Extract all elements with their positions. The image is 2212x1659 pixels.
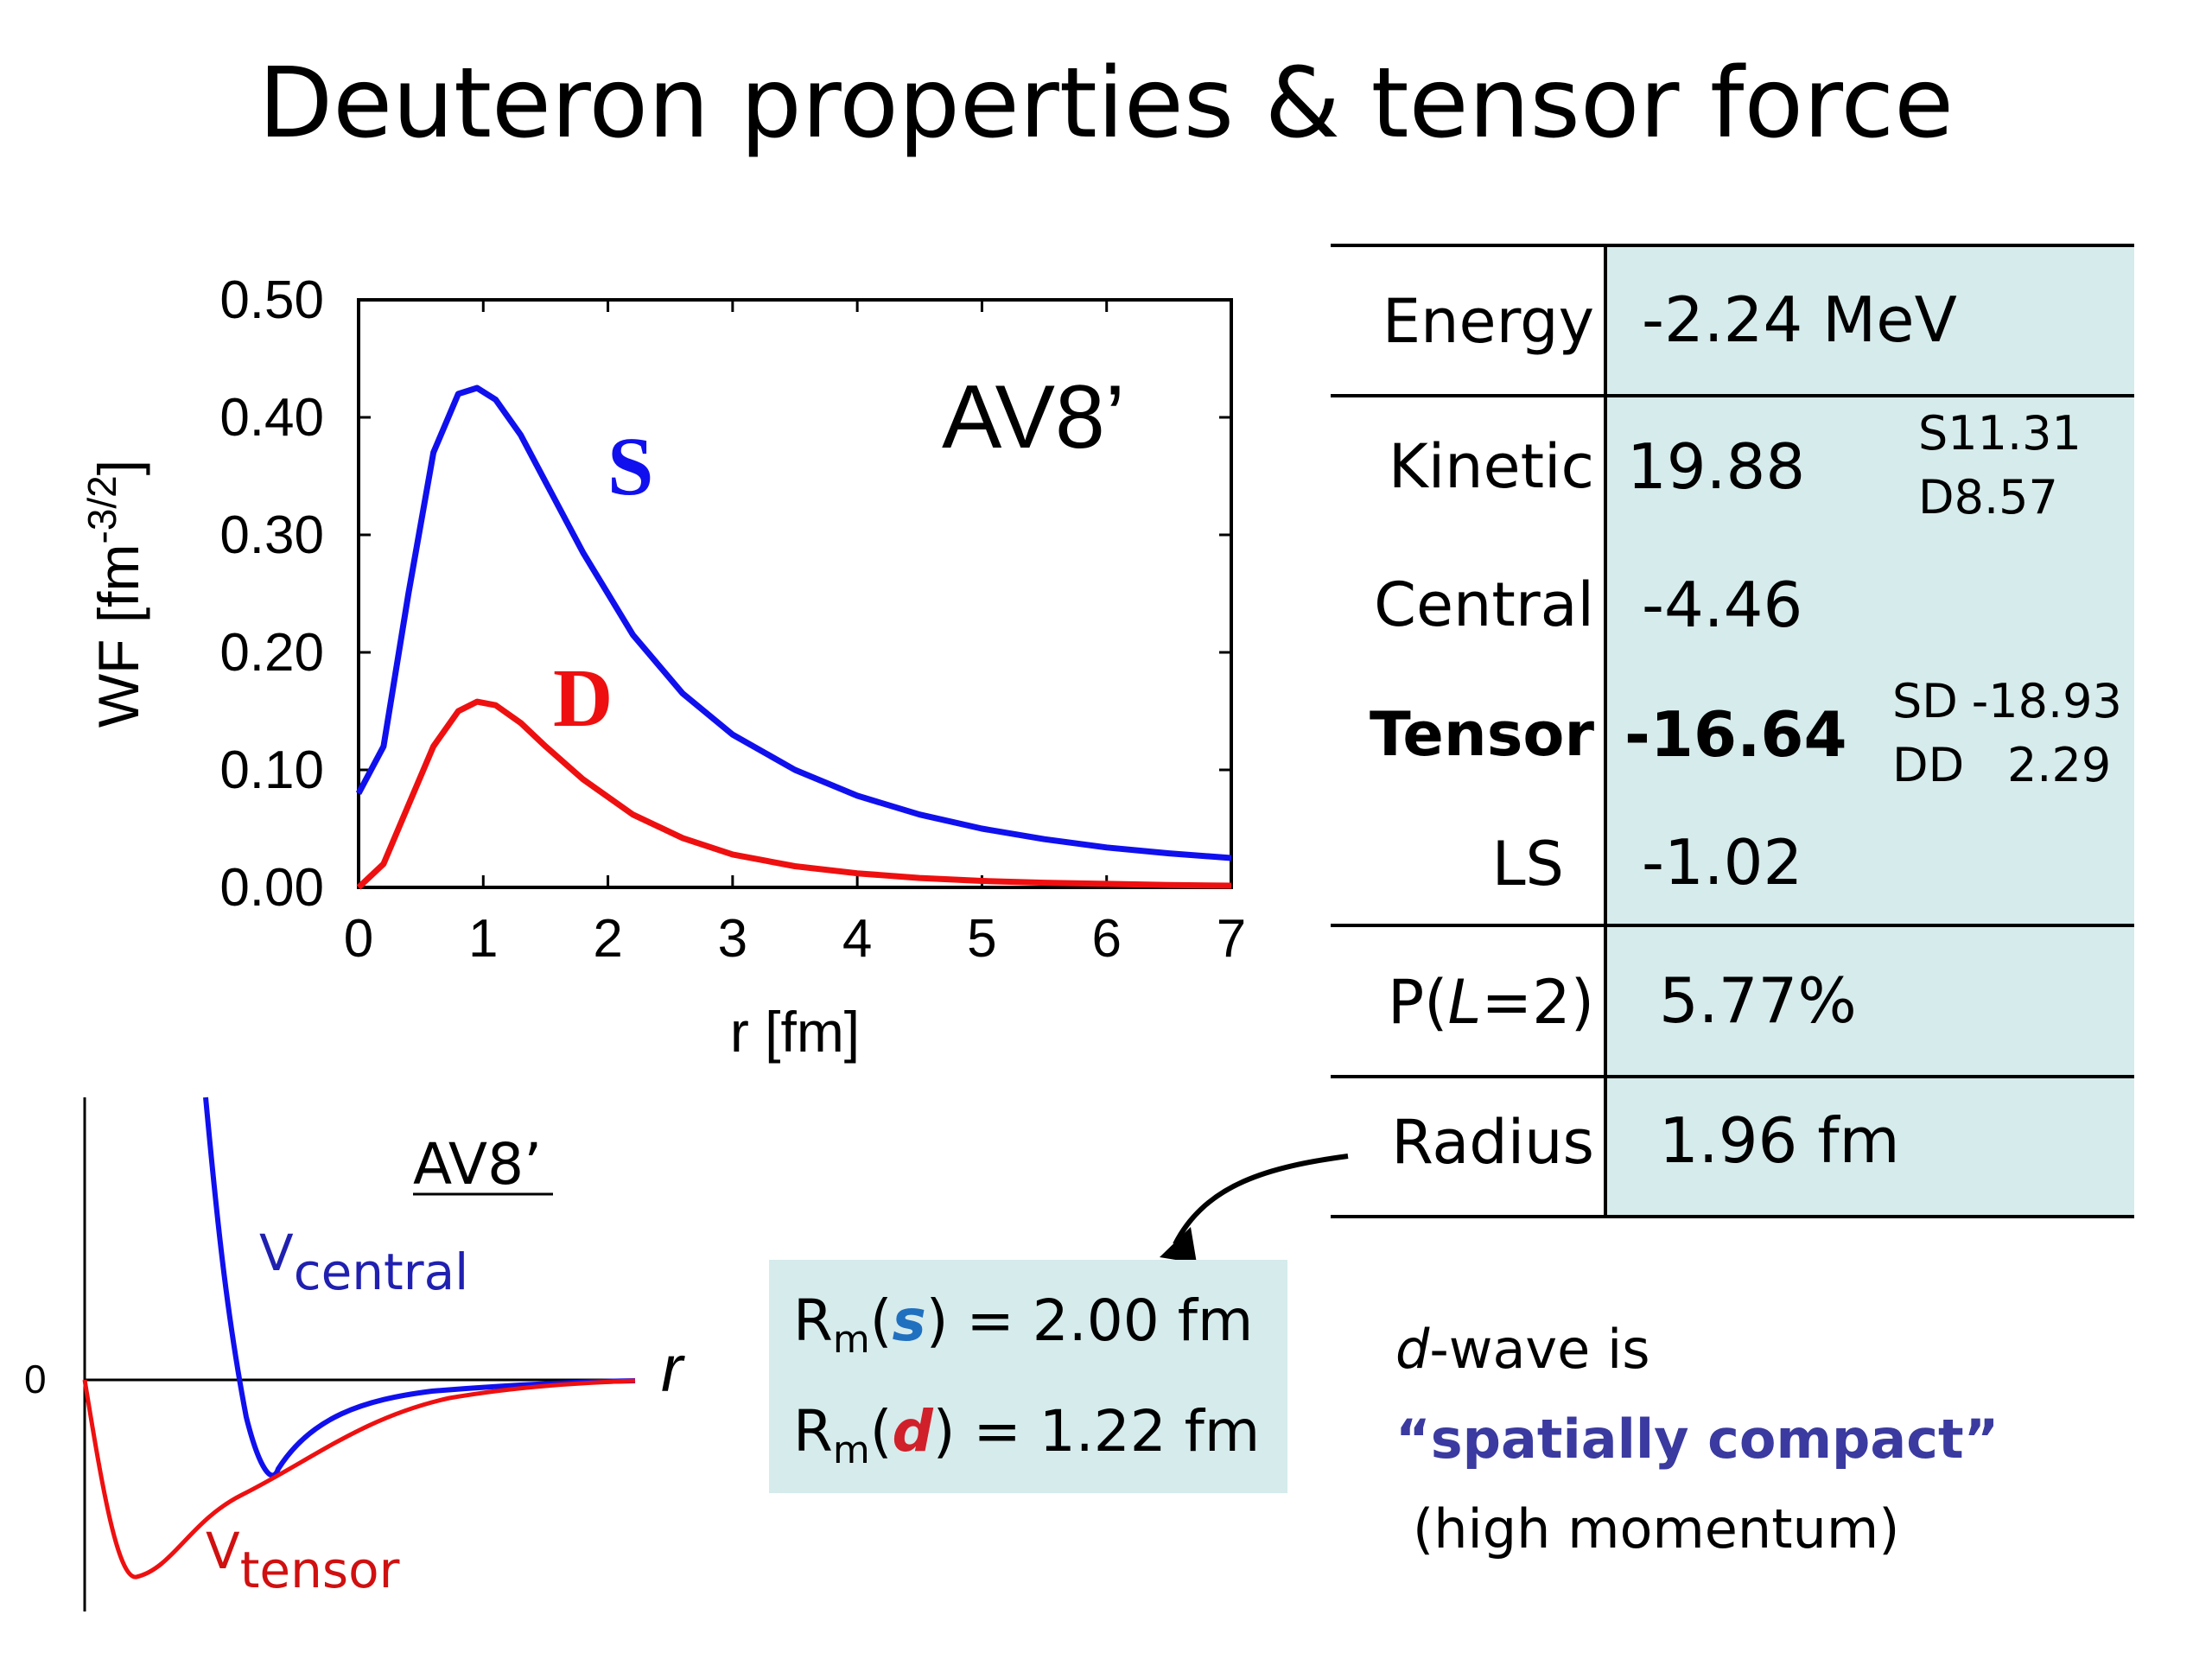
note-line-2: “spatially compact” bbox=[1395, 1408, 1999, 1471]
v-central-curve bbox=[203, 1096, 636, 1478]
kinetic-value: 19.88 bbox=[1627, 430, 1806, 503]
x-tick-label: 4 bbox=[842, 909, 872, 969]
d-wave-note: d-wave is “spatially compact” (high mome… bbox=[1395, 1305, 1999, 1574]
potential-x-label: r bbox=[661, 1332, 685, 1406]
x-tick-label: 5 bbox=[967, 909, 996, 969]
tensor-dd-part: DD 2.29 bbox=[1892, 738, 2112, 792]
rm-s-line: Rm(s) = 2.00 fm bbox=[793, 1287, 1254, 1363]
y-tick-label: 0.00 bbox=[219, 858, 324, 918]
y-tick-label: 0.30 bbox=[219, 505, 324, 565]
slide-title: Deuteron properties & tensor force bbox=[257, 48, 1955, 160]
series-label-s: S bbox=[607, 420, 653, 512]
x-tick-label: 2 bbox=[593, 909, 622, 969]
potential-zero-label: 0 bbox=[24, 1357, 47, 1402]
v-tensor-label: Vtensor bbox=[206, 1522, 400, 1599]
y-tick-label: 0.40 bbox=[219, 388, 324, 448]
note-line-1: d-wave is bbox=[1395, 1318, 1650, 1381]
wf-plot-frame bbox=[357, 298, 1233, 889]
table-row-divider bbox=[1331, 394, 2134, 397]
kinetic-s-part: S11.31 bbox=[1918, 406, 2082, 461]
series-line-s bbox=[355, 385, 1232, 861]
central-label: Central bbox=[1374, 569, 1594, 640]
chart-annotation-av8: AV8’ bbox=[942, 367, 1125, 467]
v-tensor-curve bbox=[82, 1378, 636, 1580]
kinetic-d-part: D8.57 bbox=[1918, 470, 2058, 524]
x-tick-label: 1 bbox=[468, 909, 498, 969]
y-tick-label: 0.50 bbox=[219, 270, 324, 330]
tensor-sd-part: SD -18.93 bbox=[1892, 674, 2122, 728]
y-tick-label: 0.20 bbox=[219, 623, 324, 683]
kinetic-label: Kinetic bbox=[1388, 431, 1594, 502]
tensor-label: Tensor bbox=[1369, 699, 1594, 770]
series-line-d bbox=[356, 698, 1232, 890]
tensor-value: -16.64 bbox=[1624, 698, 1847, 771]
v-central-label: Vcentral bbox=[259, 1224, 468, 1301]
energy-value: -2.24 MeV bbox=[1642, 283, 1957, 356]
table-column-divider bbox=[1604, 244, 1607, 1218]
table-top-border bbox=[1331, 244, 2134, 247]
central-value: -4.46 bbox=[1642, 569, 1803, 641]
radius-arrowhead bbox=[1160, 1227, 1197, 1263]
pl2-value: 5.77% bbox=[1659, 964, 1857, 1037]
pl2-label: P(L=2) bbox=[1387, 967, 1594, 1038]
note-line-3: (high momentum) bbox=[1413, 1497, 1900, 1560]
x-tick-label: 7 bbox=[1217, 909, 1246, 969]
table-bottom-border bbox=[1331, 1215, 2134, 1218]
potential-title: AV8’ bbox=[413, 1131, 542, 1198]
table-row-divider bbox=[1331, 924, 2134, 927]
y-axis-label: WF [fm-3/2] bbox=[79, 460, 150, 728]
matter-radius-box: Rm(s) = 2.00 fm Rm(d) = 1.22 fm bbox=[769, 1260, 1287, 1493]
x-tick-label: 6 bbox=[1091, 909, 1121, 969]
y-tick-label: 0.10 bbox=[219, 741, 324, 800]
energy-label: Energy bbox=[1382, 286, 1594, 357]
radius-label: Radius bbox=[1391, 1107, 1594, 1178]
rm-d-line: Rm(d) = 1.22 fm bbox=[793, 1398, 1261, 1473]
ls-value: -1.02 bbox=[1642, 826, 1803, 899]
table-value-column-shading bbox=[1605, 244, 2134, 1218]
x-tick-label: 3 bbox=[718, 909, 747, 969]
series-label-d: D bbox=[553, 652, 613, 744]
x-axis-label: r [fm] bbox=[730, 1000, 860, 1064]
ls-label: LS bbox=[1491, 829, 1564, 899]
table-row-divider bbox=[1331, 1075, 2134, 1078]
properties-table: Energy -2.24 MeV Kinetic 19.88 S11.31 D8… bbox=[1331, 244, 2134, 1218]
x-tick-label: 0 bbox=[344, 909, 373, 969]
radius-value: 1.96 fm bbox=[1659, 1104, 1900, 1177]
